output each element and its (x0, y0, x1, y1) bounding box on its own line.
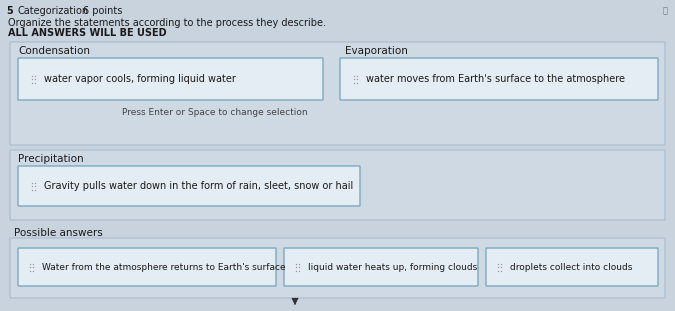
FancyBboxPatch shape (10, 150, 665, 220)
Text: water vapor cools, forming liquid water: water vapor cools, forming liquid water (44, 74, 236, 84)
FancyBboxPatch shape (18, 166, 360, 206)
Text: Water from the atmosphere returns to Earth's surface: Water from the atmosphere returns to Ear… (42, 262, 286, 272)
Text: ALL ANSWERS WILL BE USED: ALL ANSWERS WILL BE USED (8, 28, 167, 38)
FancyBboxPatch shape (18, 58, 323, 100)
FancyBboxPatch shape (10, 42, 665, 145)
FancyBboxPatch shape (10, 238, 665, 298)
Text: water moves from Earth's surface to the atmosphere: water moves from Earth's surface to the … (366, 74, 625, 84)
FancyBboxPatch shape (486, 248, 658, 286)
Text: Gravity pulls water down in the form of rain, sleet, snow or hail: Gravity pulls water down in the form of … (44, 181, 353, 191)
FancyBboxPatch shape (18, 248, 276, 286)
Text: Possible answers: Possible answers (14, 228, 103, 238)
Text: Evaporation: Evaporation (345, 46, 408, 56)
Text: Precipitation: Precipitation (18, 154, 84, 164)
Text: liquid water heats up, forming clouds: liquid water heats up, forming clouds (308, 262, 477, 272)
Text: Condensation: Condensation (18, 46, 90, 56)
FancyBboxPatch shape (284, 248, 478, 286)
Text: Categorization: Categorization (17, 6, 88, 16)
Text: ✨: ✨ (663, 6, 668, 15)
Text: 6 points: 6 points (83, 6, 122, 16)
Text: 5: 5 (6, 6, 13, 16)
Text: droplets collect into clouds: droplets collect into clouds (510, 262, 632, 272)
FancyBboxPatch shape (340, 58, 658, 100)
Text: Organize the statements according to the process they describe.: Organize the statements according to the… (8, 18, 326, 28)
Text: Press Enter or Space to change selection: Press Enter or Space to change selection (122, 108, 308, 117)
